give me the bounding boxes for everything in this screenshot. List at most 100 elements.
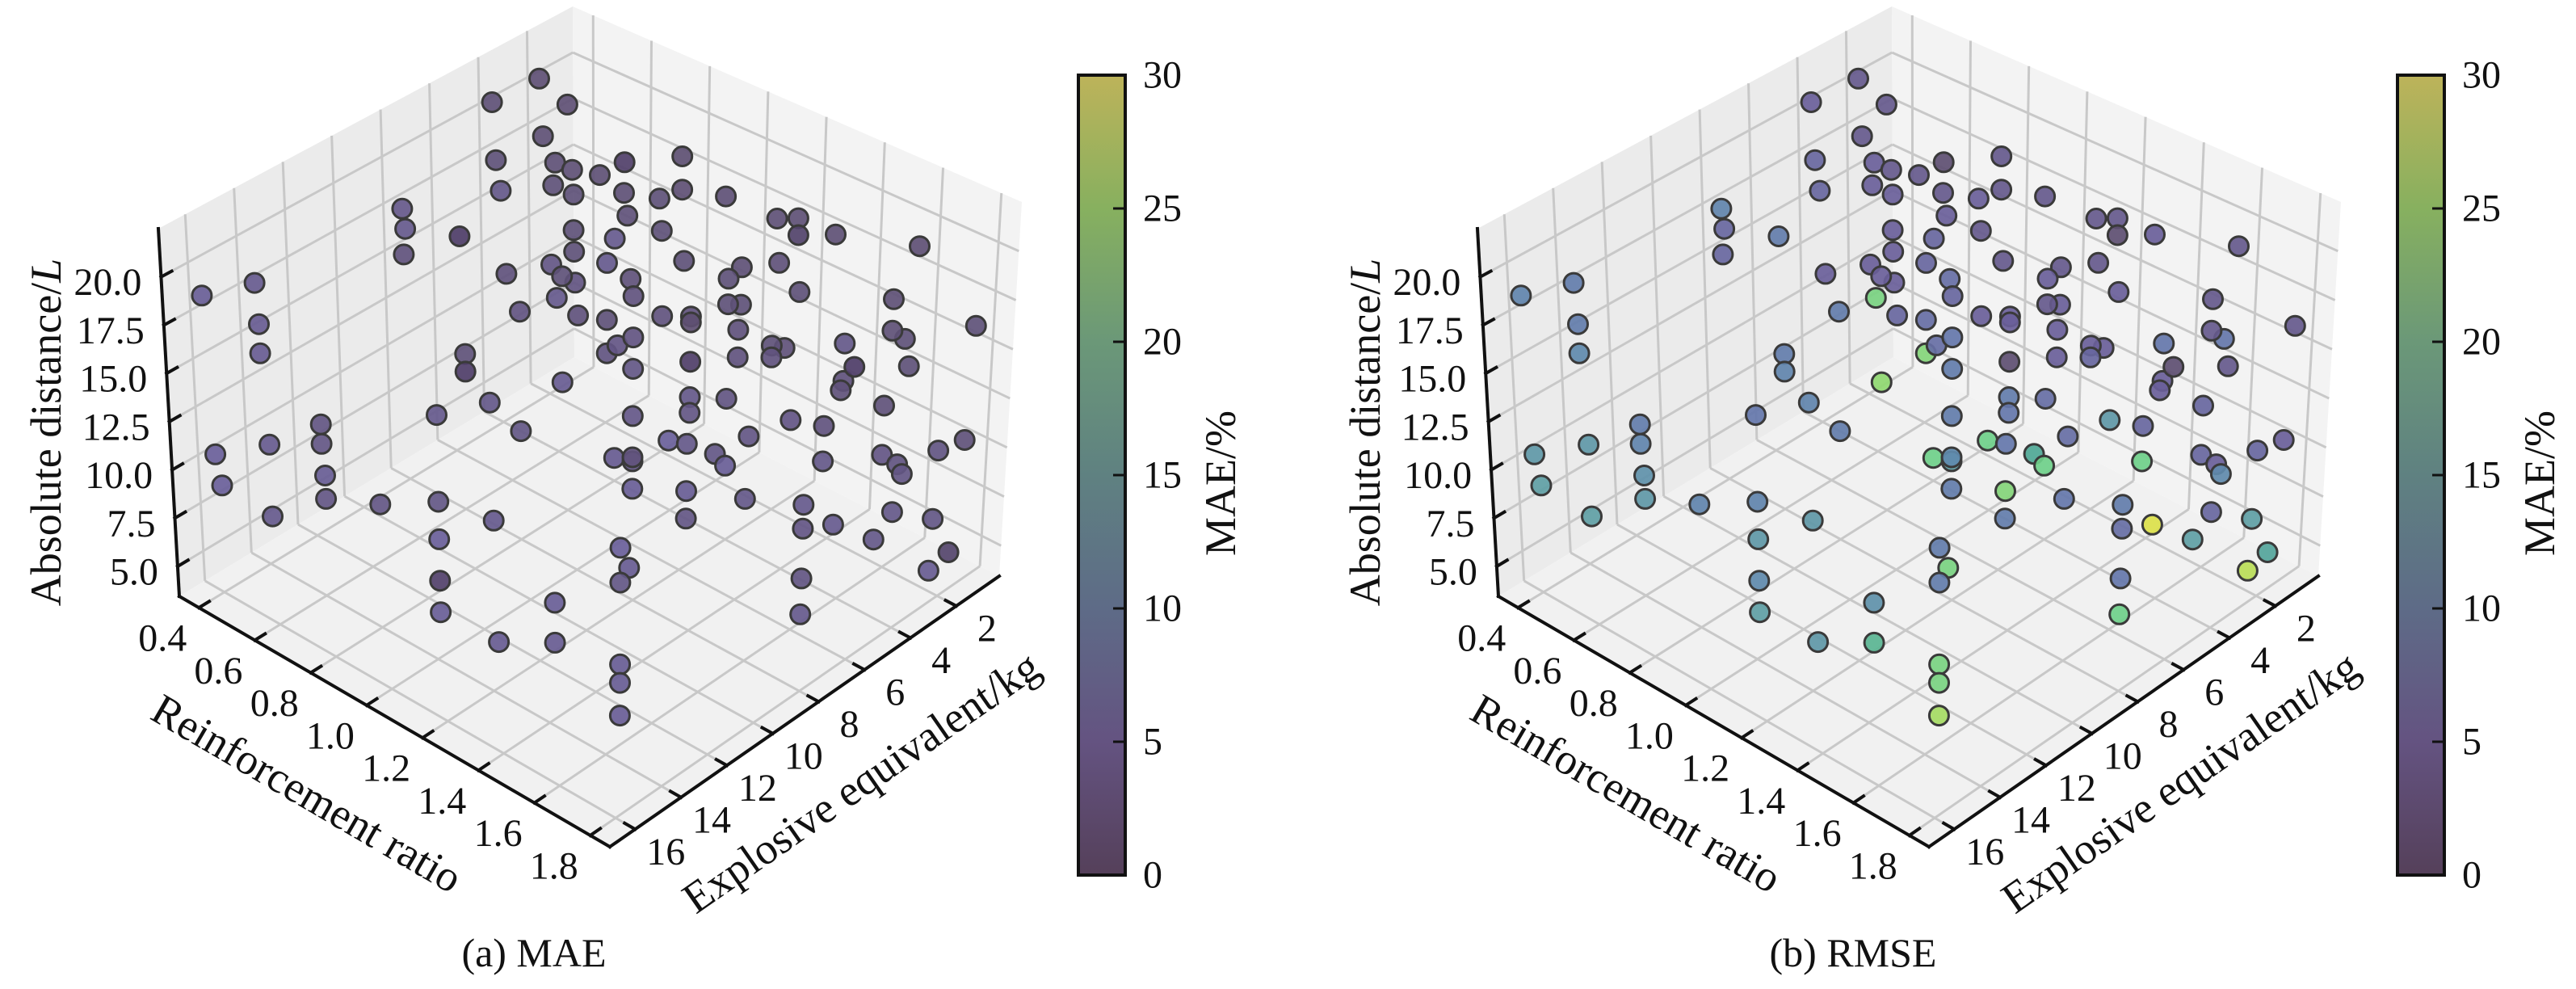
- gridline-left-wall-vertical: [1796, 57, 1805, 412]
- data-point: [922, 507, 944, 530]
- explosive-tick-label: 6: [2204, 671, 2224, 713]
- data-point: [726, 346, 749, 368]
- data-point: [551, 265, 574, 288]
- data-point: [544, 631, 566, 654]
- gridline-right-wall-vertical: [703, 65, 712, 424]
- data-point: [2112, 494, 2134, 516]
- explosive-tick: [805, 693, 822, 705]
- colorbar-tick-label: 5: [1143, 721, 1162, 764]
- gridline-floor: [1523, 579, 1955, 831]
- data-point: [648, 187, 670, 210]
- z-tick-label: 12.5: [82, 406, 150, 448]
- data-point: [2228, 235, 2250, 258]
- data-point: [1829, 420, 1851, 443]
- data-point: [1797, 391, 1820, 414]
- data-point: [545, 287, 568, 309]
- gridline-right-wall-vertical: [2242, 167, 2264, 538]
- gridline-floor: [422, 479, 815, 739]
- data-point: [673, 250, 695, 272]
- data-point: [1748, 570, 1771, 592]
- gridline-left-wall-horizontal: [1487, 189, 1893, 423]
- data-point: [426, 404, 448, 427]
- data-point: [2107, 280, 2130, 303]
- gridline-left-wall-horizontal: [160, 51, 574, 279]
- explosive-tick: [2033, 757, 2049, 768]
- reinforcement-axis-spine: [1496, 594, 1931, 849]
- data-point: [485, 149, 507, 171]
- data-point: [621, 478, 644, 500]
- gridline-right-wall-vertical: [2187, 142, 2205, 510]
- gridline-right-wall-horizontal: [572, 51, 1019, 253]
- explosive-tick: [1941, 821, 1956, 832]
- data-point: [671, 179, 694, 201]
- data-point: [760, 346, 783, 368]
- z-tick: [170, 461, 185, 473]
- data-point: [2202, 288, 2224, 310]
- data-point: [609, 571, 632, 594]
- data-point: [596, 251, 618, 274]
- data-point: [1634, 487, 1657, 510]
- gridline-left-wall-vertical: [1747, 83, 1759, 440]
- data-point: [608, 705, 631, 727]
- z-tick: [162, 317, 177, 328]
- gridline-right-wall-vertical: [647, 40, 653, 396]
- data-point: [780, 409, 802, 431]
- data-point: [1990, 179, 2013, 201]
- z-tick-label: 17.5: [77, 309, 145, 352]
- gridline-floor: [1852, 537, 2245, 804]
- data-point: [738, 425, 760, 448]
- data-point: [542, 174, 565, 196]
- gridline-floor: [483, 410, 911, 639]
- explosive-tick-label: 6: [885, 671, 905, 713]
- data-point: [883, 288, 905, 310]
- data-point: [2200, 319, 2223, 342]
- data-point: [675, 480, 697, 503]
- colorbar: 0 5 10 15 20 25 30 MAE/%: [2396, 54, 2564, 897]
- data-point: [1767, 225, 1790, 247]
- axis-spines: [1475, 226, 2321, 849]
- explosive-tick: [851, 662, 867, 672]
- data-point: [897, 355, 920, 377]
- data-point: [1828, 301, 1850, 323]
- data-point: [1940, 405, 1963, 427]
- reinforcement-tick: [196, 599, 212, 610]
- gridline-left-wall-vertical: [525, 31, 532, 384]
- z-tick: [1494, 558, 1510, 569]
- gridline-floor: [204, 579, 636, 831]
- z-tick: [1489, 461, 1504, 473]
- data-point: [528, 67, 550, 90]
- z-tick: [1486, 413, 1502, 424]
- data-point: [1628, 413, 1651, 436]
- reinforcement-tick: [364, 696, 380, 708]
- data-point: [609, 537, 632, 559]
- reinforcement-tick-label: 0.4: [1457, 617, 1506, 660]
- explosive-tick: [943, 598, 959, 608]
- data-point: [1932, 182, 1954, 204]
- data-point: [621, 446, 644, 469]
- data-point: [616, 204, 639, 227]
- gridline-floor: [1573, 394, 1969, 642]
- colorbar-tick-label: 15: [1143, 454, 1182, 497]
- gridline-right-wall-horizontal: [1892, 143, 2333, 351]
- data-point: [603, 447, 625, 469]
- colorbar-label: MAE/%: [2515, 410, 2564, 556]
- explosive-tick: [2078, 725, 2095, 736]
- data-point: [1578, 433, 1600, 456]
- scatter-points: [191, 67, 987, 727]
- data-point: [716, 293, 739, 316]
- reinforcement-tick-label: 0.8: [1570, 682, 1618, 725]
- data-point: [2153, 332, 2175, 355]
- data-point: [490, 179, 512, 202]
- reinforcement-tick-label: 1.4: [1737, 780, 1785, 823]
- gridline-right-wall-horizontal: [573, 281, 1005, 498]
- z-axis-spine: [1475, 226, 1501, 599]
- data-point: [787, 224, 809, 246]
- data-point: [204, 443, 227, 465]
- gridline-floor: [477, 508, 871, 772]
- reinforcement-tick-label: 1.0: [1625, 714, 1674, 757]
- data-point: [551, 371, 574, 393]
- explosive-tick-label: 4: [931, 639, 951, 682]
- reinforcement-tick-label: 1.8: [530, 844, 578, 887]
- data-point: [1568, 342, 1591, 364]
- data-point: [621, 405, 644, 427]
